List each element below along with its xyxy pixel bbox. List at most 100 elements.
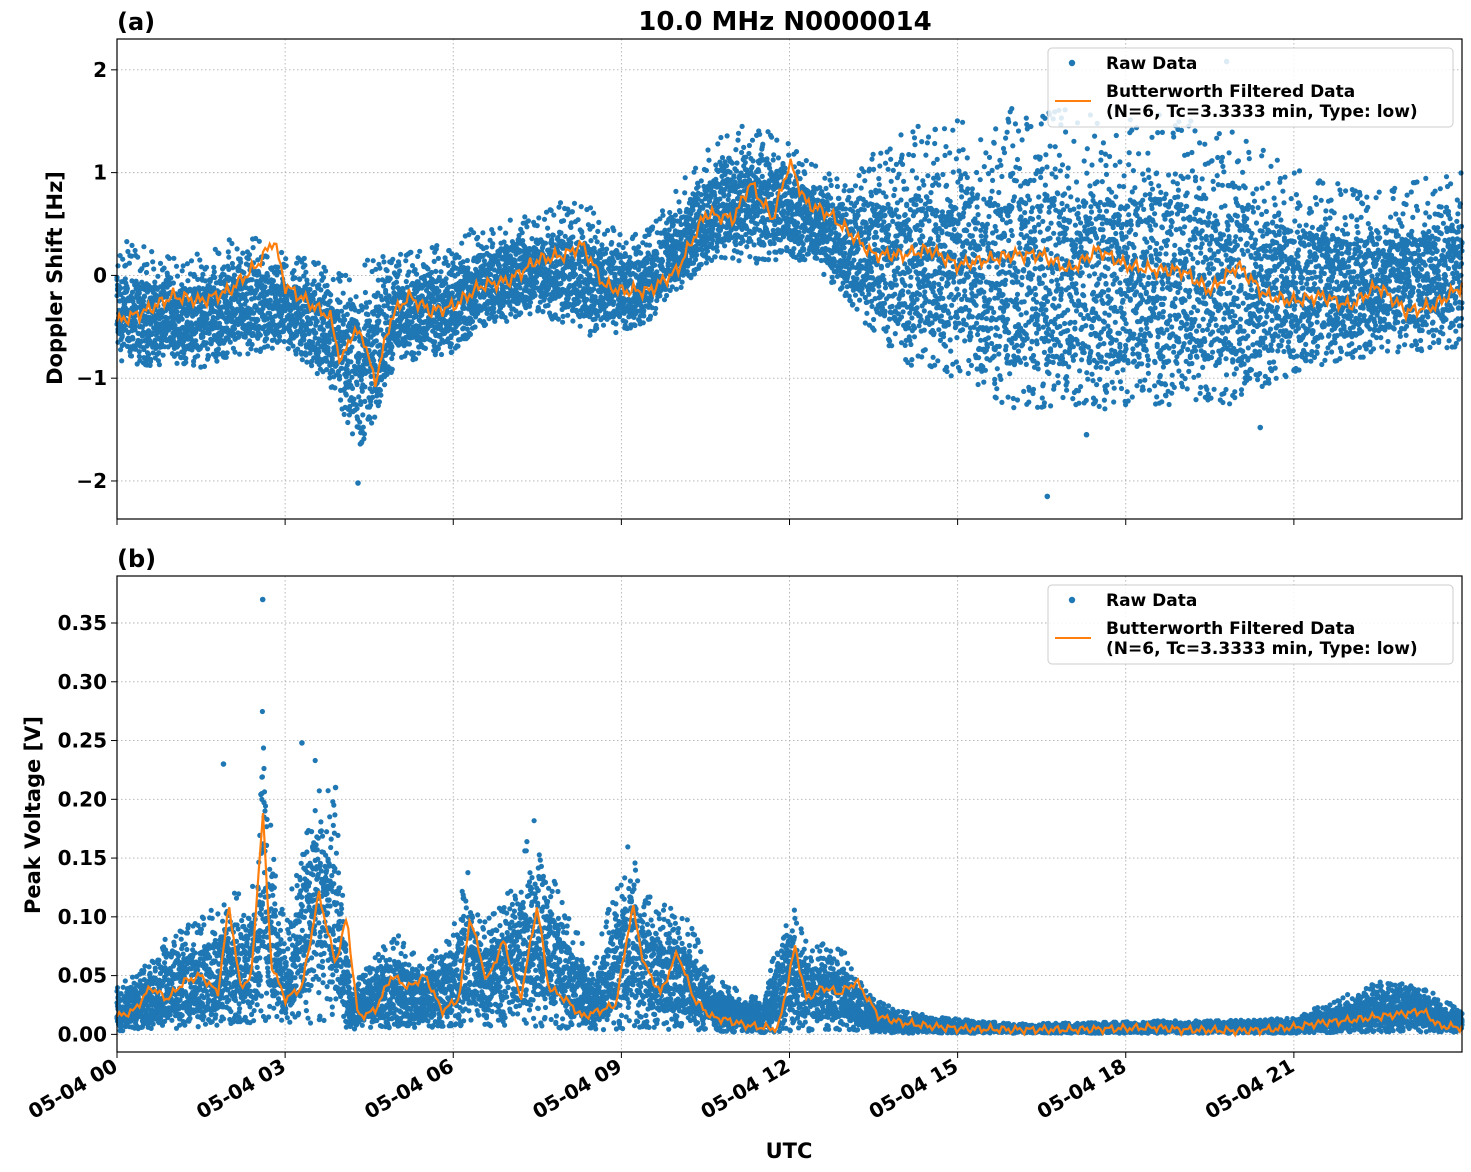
raw-point xyxy=(444,276,449,281)
raw-point xyxy=(362,262,367,267)
raw-point xyxy=(223,294,228,299)
raw-point xyxy=(653,311,658,316)
raw-point xyxy=(536,215,541,220)
raw-point xyxy=(337,279,342,284)
raw-point xyxy=(120,257,125,262)
raw-point xyxy=(363,290,368,295)
raw-point xyxy=(118,286,123,291)
raw-point xyxy=(690,207,695,212)
raw-point xyxy=(396,262,401,267)
raw-point xyxy=(385,268,390,273)
raw-point xyxy=(350,431,355,436)
raw-point xyxy=(594,326,599,331)
raw-point xyxy=(542,217,547,222)
raw-point xyxy=(374,338,379,343)
raw-point xyxy=(362,399,367,404)
raw-point xyxy=(692,271,697,276)
raw-point xyxy=(339,309,344,314)
raw-point xyxy=(364,305,369,310)
raw-point xyxy=(457,320,462,325)
raw-point xyxy=(331,277,336,282)
raw-point xyxy=(212,269,217,274)
raw-point xyxy=(406,269,411,274)
raw-point xyxy=(185,278,190,283)
raw-point xyxy=(120,333,125,338)
raw-point xyxy=(736,131,741,136)
raw-point xyxy=(747,143,752,148)
raw-point xyxy=(326,345,331,350)
raw-point xyxy=(490,241,495,246)
raw-point xyxy=(348,297,353,302)
raw-point xyxy=(588,205,593,210)
raw-point xyxy=(746,151,751,156)
raw-point xyxy=(721,193,726,198)
raw-point xyxy=(205,346,210,351)
raw-point xyxy=(144,270,149,275)
raw-point xyxy=(262,284,267,289)
raw-point xyxy=(378,327,383,332)
raw-point xyxy=(389,344,394,349)
raw-point xyxy=(413,267,418,272)
raw-point xyxy=(321,275,326,280)
raw-point xyxy=(561,314,566,319)
raw-point xyxy=(211,265,216,270)
raw-point xyxy=(578,264,583,269)
raw-point xyxy=(731,174,736,179)
raw-point xyxy=(151,266,156,271)
raw-point xyxy=(394,280,399,285)
raw-point xyxy=(449,341,454,346)
raw-point xyxy=(330,356,335,361)
raw-point xyxy=(157,362,162,367)
raw-point xyxy=(549,238,554,243)
raw-point xyxy=(546,233,551,238)
raw-point xyxy=(503,231,508,236)
raw-point xyxy=(596,220,601,225)
raw-point xyxy=(534,280,539,285)
raw-point xyxy=(749,164,754,169)
raw-point xyxy=(321,327,326,332)
raw-point xyxy=(570,318,575,323)
raw-point xyxy=(508,218,513,223)
raw-point xyxy=(734,160,739,165)
raw-point xyxy=(258,333,263,338)
panel-a-label: (a) xyxy=(117,8,155,36)
raw-point xyxy=(357,420,362,425)
raw-point xyxy=(344,392,349,397)
raw-point xyxy=(457,255,462,260)
raw-point xyxy=(551,233,556,238)
raw-point xyxy=(365,312,370,317)
raw-point xyxy=(216,346,221,351)
raw-point xyxy=(726,197,731,202)
raw-point xyxy=(338,397,343,402)
raw-point xyxy=(270,346,275,351)
raw-point xyxy=(377,399,382,404)
raw-point xyxy=(332,385,337,390)
raw-point xyxy=(723,255,728,260)
raw-point xyxy=(226,255,231,260)
raw-point xyxy=(384,314,389,319)
raw-point xyxy=(358,402,363,407)
raw-point xyxy=(279,250,284,255)
raw-point xyxy=(433,269,438,274)
raw-point xyxy=(150,259,155,264)
raw-point xyxy=(417,249,422,254)
raw-point xyxy=(654,251,659,256)
raw-point xyxy=(241,270,246,275)
raw-point xyxy=(144,262,149,267)
raw-point xyxy=(180,268,185,273)
raw-point xyxy=(347,277,352,282)
raw-point xyxy=(577,299,582,304)
raw-point xyxy=(561,218,566,223)
raw-point xyxy=(673,213,678,218)
raw-point xyxy=(648,314,653,319)
raw-point xyxy=(265,273,270,278)
raw-point xyxy=(158,261,163,266)
raw-point xyxy=(459,310,464,315)
raw-point xyxy=(315,319,320,324)
raw-point xyxy=(576,217,581,222)
raw-point xyxy=(195,252,200,257)
raw-point xyxy=(653,306,658,311)
raw-point xyxy=(368,416,373,421)
raw-point xyxy=(705,147,710,152)
raw-point xyxy=(390,367,395,372)
